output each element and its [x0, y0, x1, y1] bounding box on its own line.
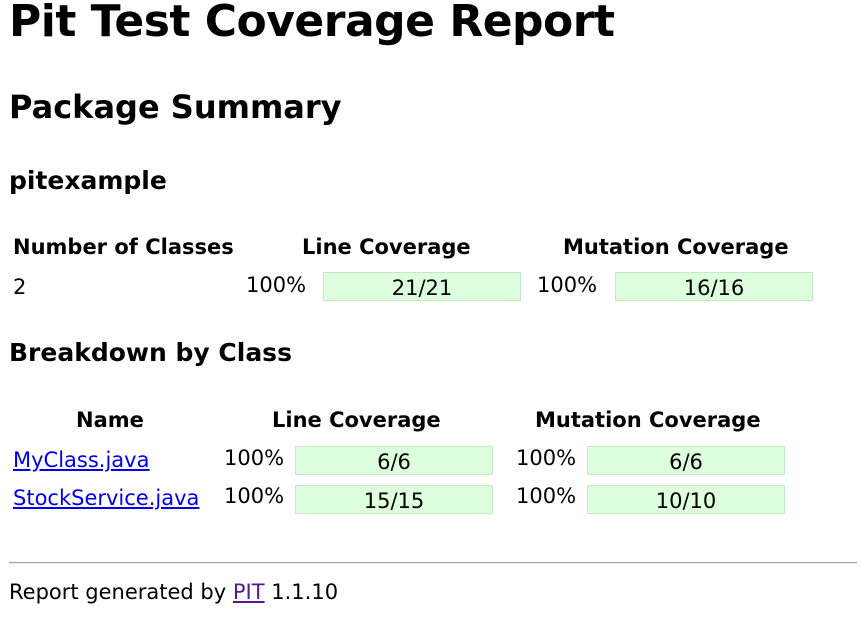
line-coverage-bar: 21/21	[323, 272, 521, 301]
class-link-stockservice[interactable]: StockService.java	[13, 486, 200, 510]
mutation-coverage-percent: 100%	[516, 446, 577, 470]
line-coverage-ratio: 21/21	[391, 276, 453, 300]
mutation-coverage-bar: 16/16	[615, 272, 813, 301]
line-coverage-ratio: 15/15	[363, 489, 425, 513]
class-link-myclass[interactable]: MyClass.java	[13, 448, 150, 472]
mutation-coverage-bar: 10/10	[587, 485, 785, 514]
pit-link[interactable]: PIT	[232, 580, 265, 604]
mutation-coverage-percent: 100%	[516, 484, 577, 508]
header-mutation-coverage: Mutation Coverage	[535, 408, 761, 432]
line-coverage-percent: 100%	[224, 484, 285, 508]
header-number-of-classes: Number of Classes	[13, 235, 234, 259]
page-title: Pit Test Coverage Report	[9, 0, 615, 47]
breakdown-heading: Breakdown by Class	[9, 338, 292, 367]
mutation-coverage-bar: 6/6	[587, 446, 785, 475]
footer-prefix: Report generated by	[9, 580, 227, 604]
mutation-coverage-ratio: 6/6	[669, 450, 703, 474]
mutation-coverage-ratio: 10/10	[655, 489, 717, 513]
header-line-coverage: Line Coverage	[302, 235, 471, 259]
package-summary-heading: Package Summary	[9, 88, 342, 126]
mutation-coverage-percent: 100%	[537, 273, 598, 297]
line-coverage-ratio: 6/6	[377, 450, 411, 474]
package-name: pitexample	[9, 166, 167, 195]
footer: Report generated by PIT 1.1.10	[9, 580, 338, 604]
footer-divider	[9, 562, 857, 564]
line-coverage-bar: 6/6	[295, 446, 493, 475]
line-coverage-percent: 100%	[224, 446, 285, 470]
header-name: Name	[76, 408, 144, 432]
mutation-coverage-ratio: 16/16	[683, 276, 745, 300]
footer-version: 1.1.10	[271, 580, 339, 604]
number-of-classes-value: 2	[13, 275, 27, 299]
header-line-coverage: Line Coverage	[272, 408, 441, 432]
line-coverage-percent: 100%	[246, 273, 307, 297]
header-mutation-coverage: Mutation Coverage	[563, 235, 789, 259]
line-coverage-bar: 15/15	[295, 485, 493, 514]
